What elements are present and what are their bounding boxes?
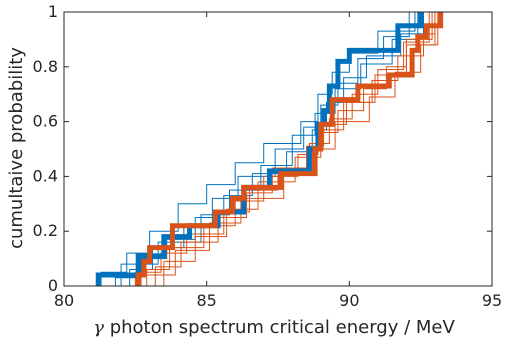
series-layer [95, 12, 444, 286]
thin-series-line-9 [140, 12, 439, 286]
y-tick-label: 1 [48, 2, 58, 21]
x-tick-label: 80 [54, 291, 74, 310]
y-tick-label: 0.2 [33, 221, 58, 240]
axes-box [63, 11, 493, 287]
x-axis-label-text: photon spectrum critical energy / MeV [104, 317, 456, 338]
y-tick-label: 0 [48, 276, 58, 295]
x-axis-label: γ photon spectrum critical energy / MeV [93, 317, 455, 338]
thin-series-line-5 [120, 12, 419, 286]
x-tick-label: 95 [482, 291, 502, 310]
y-tick-label: 0.4 [33, 166, 58, 185]
y-tick-label: 0.6 [33, 112, 58, 131]
y-tick-label: 0.8 [33, 57, 58, 76]
bold-series-line-1 [135, 12, 444, 286]
y-axis-label: cumultaive probability [6, 47, 27, 249]
bold-series-line-0 [95, 12, 424, 286]
axes-layer: 80 85 90 95 0 0.2 0.4 0.6 0.8 1 [33, 2, 503, 310]
thin-series-line-2 [100, 12, 416, 286]
x-tick-label: 85 [196, 291, 216, 310]
thin-series-line-3 [114, 12, 425, 286]
x-axis-label-symbol: γ [93, 317, 104, 338]
x-tick-label: 90 [339, 291, 359, 310]
